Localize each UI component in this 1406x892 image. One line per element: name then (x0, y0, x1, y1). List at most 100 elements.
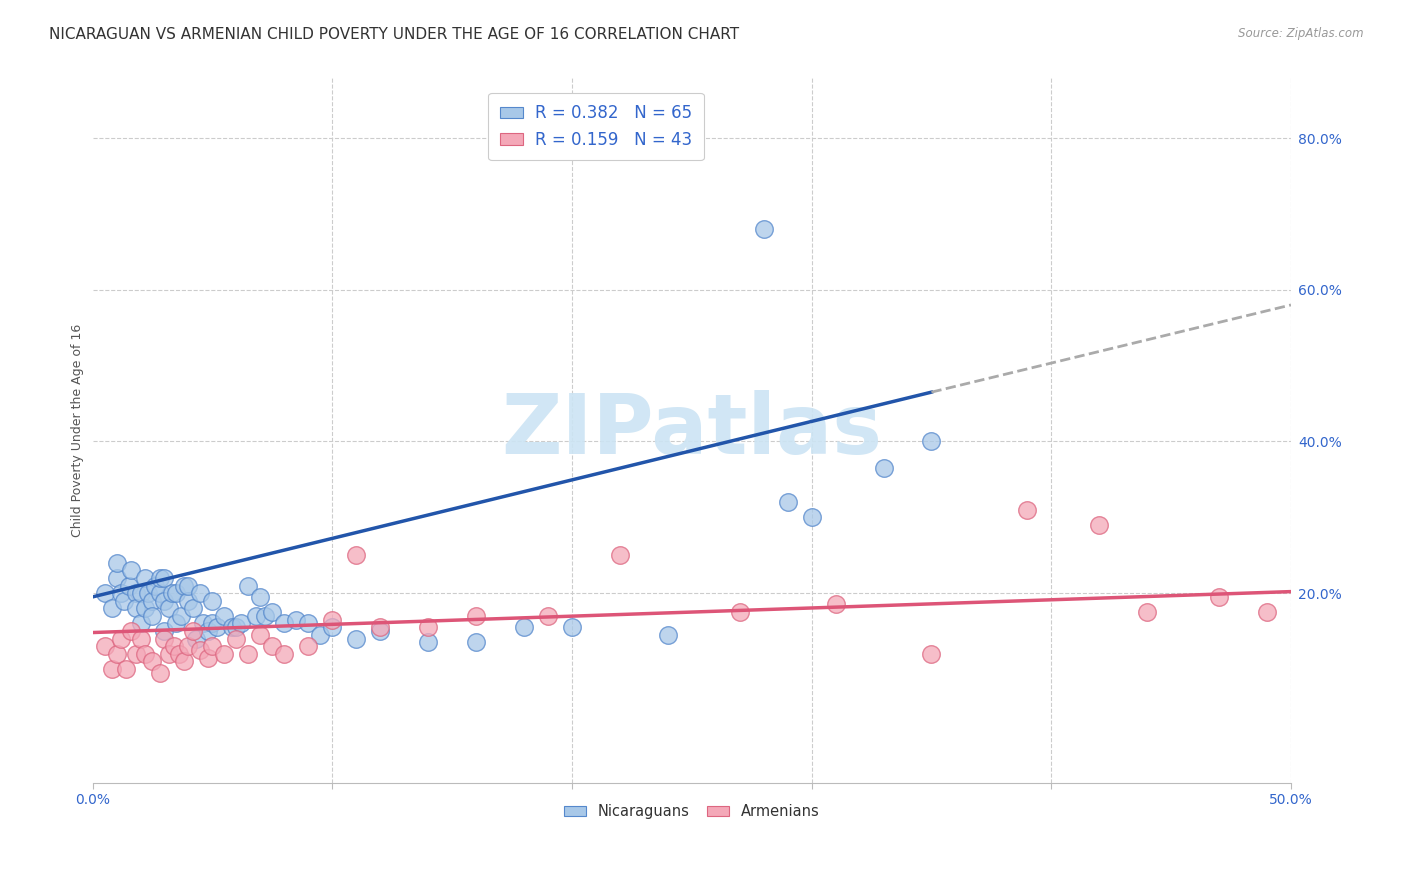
Point (141, 608, 163, 623)
Point (609, 548, 631, 562)
Point (728, 605, 751, 619)
Point (134, 571, 156, 585)
Point (163, 639, 186, 653)
Point (249, 590, 271, 604)
Point (249, 628, 271, 642)
Point (513, 620, 536, 634)
Point (120, 563, 142, 577)
Point (166, 616, 188, 631)
Point (309, 628, 332, 642)
Point (100, 601, 122, 615)
Point (920, 434, 942, 449)
Point (1256, 605, 1278, 619)
Point (201, 593, 224, 607)
Text: NICARAGUAN VS ARMENIAN CHILD POVERTY UNDER THE AGE OF 16 CORRELATION CHART: NICARAGUAN VS ARMENIAN CHILD POVERTY UND… (49, 27, 740, 42)
Point (177, 639, 200, 653)
Point (190, 643, 212, 657)
Point (134, 601, 156, 615)
Point (153, 624, 176, 638)
Point (166, 586, 188, 600)
Point (214, 647, 236, 661)
Point (153, 632, 176, 646)
Point (344, 548, 367, 562)
Point (173, 578, 195, 592)
Point (344, 632, 367, 646)
Point (776, 495, 799, 509)
Point (149, 665, 172, 680)
Point (238, 578, 260, 592)
Legend: Nicaraguans, Armenians: Nicaraguans, Armenians (558, 798, 825, 825)
Point (824, 598, 846, 612)
Point (190, 586, 212, 600)
Point (105, 571, 128, 585)
Point (537, 608, 560, 623)
Point (205, 620, 228, 634)
Point (181, 601, 204, 615)
Point (465, 608, 488, 623)
Point (221, 620, 243, 634)
Point (254, 608, 277, 623)
Point (321, 613, 343, 627)
Point (197, 650, 219, 665)
Point (201, 639, 224, 653)
Point (561, 620, 583, 634)
Point (262, 605, 284, 619)
Point (110, 586, 132, 600)
Point (262, 639, 284, 653)
Point (225, 632, 247, 646)
Point (1208, 590, 1230, 604)
Point (201, 616, 224, 631)
Point (120, 624, 142, 638)
Point (800, 510, 823, 524)
Point (112, 593, 135, 607)
Point (465, 635, 488, 649)
Point (143, 578, 166, 592)
Point (231, 616, 253, 631)
Point (167, 647, 190, 661)
Point (125, 586, 148, 600)
Point (149, 586, 172, 600)
Point (129, 586, 152, 600)
Point (1017, 502, 1039, 516)
Point (368, 620, 391, 634)
Point (149, 571, 172, 585)
Point (117, 578, 139, 592)
Point (177, 578, 200, 592)
Point (368, 624, 391, 638)
Point (105, 647, 128, 661)
Point (181, 624, 204, 638)
Point (125, 601, 148, 615)
Point (93, 639, 115, 653)
Point (1136, 605, 1159, 619)
Point (297, 616, 319, 631)
Point (273, 647, 295, 661)
Point (110, 632, 132, 646)
Point (141, 654, 163, 668)
Point (170, 608, 193, 623)
Y-axis label: Child Poverty Under the Age of 16: Child Poverty Under the Age of 16 (72, 324, 84, 537)
Point (157, 647, 180, 661)
Point (238, 647, 260, 661)
Point (115, 662, 138, 676)
Point (285, 613, 308, 627)
Point (136, 586, 159, 600)
Point (157, 601, 180, 615)
Point (416, 635, 439, 649)
Point (245, 608, 267, 623)
Point (214, 608, 236, 623)
Point (297, 639, 319, 653)
Point (752, 222, 775, 236)
Point (129, 632, 152, 646)
Point (129, 616, 152, 631)
Point (657, 628, 679, 642)
Point (1088, 517, 1111, 532)
Point (273, 616, 295, 631)
Point (920, 647, 942, 661)
Point (141, 593, 163, 607)
Point (872, 461, 894, 475)
Point (416, 620, 439, 634)
Point (153, 571, 176, 585)
Point (225, 620, 247, 634)
Point (93, 586, 115, 600)
Text: Source: ZipAtlas.com: Source: ZipAtlas.com (1239, 27, 1364, 40)
